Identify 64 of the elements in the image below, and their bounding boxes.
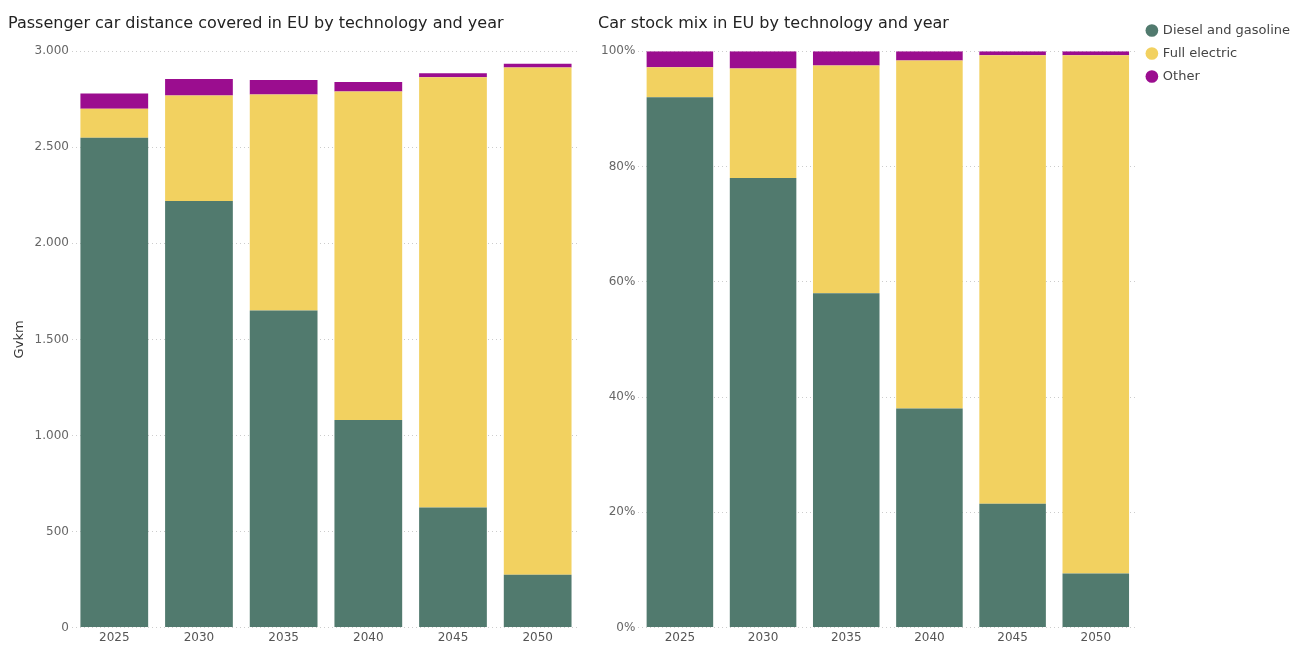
bar <box>419 77 487 508</box>
y-tick-label: 80% <box>608 158 636 173</box>
y-tick-label: 1.500 <box>34 331 69 346</box>
x-tick-label: 2040 <box>353 629 384 644</box>
bar <box>80 108 149 138</box>
bar <box>80 137 149 628</box>
bar <box>165 95 233 202</box>
bar <box>249 310 318 628</box>
y-tick-label: 1.000 <box>34 427 69 442</box>
bar <box>419 507 487 628</box>
x-tick-label: 2035 <box>268 629 299 644</box>
bar <box>646 51 714 68</box>
bar <box>646 97 714 628</box>
bar <box>249 94 318 311</box>
y-tick-label: 3.000 <box>34 43 69 58</box>
y-tick-label: 20% <box>608 504 636 519</box>
bar <box>80 93 149 109</box>
y-tick-label: 40% <box>608 389 636 404</box>
x-tick-label: 2040 <box>914 629 945 644</box>
y-tick-label: 100% <box>600 43 636 58</box>
bar <box>896 408 963 628</box>
bar <box>646 67 714 98</box>
bar <box>1062 573 1130 628</box>
bar <box>503 574 572 628</box>
x-tick-label: 2050 <box>522 629 553 644</box>
legend-label: Other <box>1162 67 1201 83</box>
legend-label: Diesel and gasoline <box>1162 21 1291 37</box>
bar <box>503 67 572 575</box>
bar <box>249 80 318 95</box>
chart-title: Car stock mix in EU by technology and year <box>598 12 950 32</box>
bar <box>334 91 403 421</box>
bar <box>1062 55 1130 574</box>
bar <box>503 63 572 68</box>
x-tick-label: 2025 <box>99 629 130 644</box>
x-tick-label: 2030 <box>747 629 779 644</box>
bar <box>729 178 797 628</box>
bar <box>812 51 880 66</box>
y-tick-label: 2.500 <box>34 139 69 154</box>
x-tick-label: 2030 <box>183 629 215 644</box>
bar <box>812 293 880 628</box>
y-tick-label: 500 <box>46 523 69 538</box>
y-tick-label: 0 <box>61 619 69 634</box>
y-tick-label: 60% <box>608 273 636 288</box>
y-tick-label: 2.000 <box>34 235 69 250</box>
y-tick-label: 0% <box>616 619 636 634</box>
chart-title: Passenger car distance covered in EU by technology and year <box>8 12 504 32</box>
bar <box>165 79 233 96</box>
x-tick-label: 2045 <box>437 629 469 644</box>
legend-label: Full electric <box>1162 44 1238 60</box>
y-axis-title: Gvkm <box>11 320 27 359</box>
bar <box>812 65 880 294</box>
bar <box>334 81 403 92</box>
x-tick-label: 2025 <box>664 629 696 644</box>
x-tick-label: 2050 <box>1080 629 1112 644</box>
bar <box>334 420 403 628</box>
bar <box>729 68 797 179</box>
bar <box>419 73 487 78</box>
bar <box>729 51 797 69</box>
bar <box>979 503 1046 628</box>
x-tick-label: 2045 <box>997 629 1028 644</box>
bar <box>165 201 233 628</box>
x-tick-label: 2035 <box>830 629 862 644</box>
bar <box>896 60 963 409</box>
bar <box>979 55 1046 504</box>
